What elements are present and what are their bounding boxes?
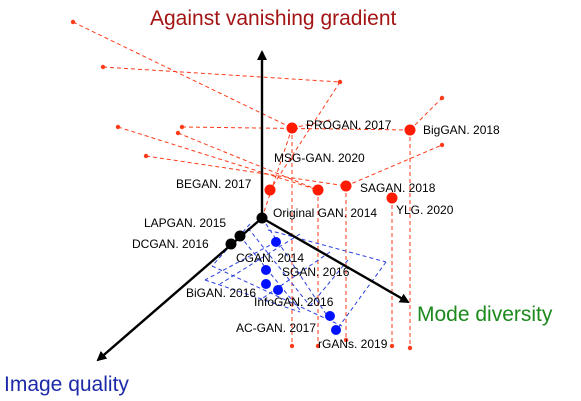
point-infogan — [273, 285, 283, 295]
label-lapgan: LAPGAN. 2015 — [144, 216, 226, 230]
label-msggan: MSG-GAN. 2020 — [274, 151, 365, 165]
endpoint-dots — [70, 19, 445, 351]
label-dcgan: DCGAN. 2016 — [132, 237, 209, 251]
label-original: Original GAN. 2014 — [273, 206, 377, 220]
point-progan — [286, 122, 298, 134]
label-began: BEGAN. 2017 — [176, 177, 252, 191]
point-cgan — [271, 237, 281, 247]
point-original — [256, 212, 268, 224]
label-bigan: BiGAN. 2016 — [186, 286, 256, 300]
axis-title-left: Image quality — [4, 373, 129, 396]
point-began — [264, 184, 276, 196]
red-points — [264, 122, 416, 204]
point-msggan — [312, 184, 324, 196]
label-cgan: CGAN. 2014 — [236, 251, 304, 265]
label-rgans: rGANs. 2019 — [318, 337, 388, 351]
point-sagan — [340, 180, 352, 192]
point-lapgan — [234, 230, 246, 242]
right-axis — [261, 216, 410, 304]
point-acgan — [325, 311, 335, 321]
label-sagan: SAGAN. 2018 — [360, 181, 436, 195]
label-yalg: YLG. 2020 — [396, 203, 454, 217]
point-dcgan — [225, 238, 237, 250]
black-points — [225, 212, 268, 250]
point-biggan — [404, 124, 416, 136]
label-sgan: SGAN. 2016 — [282, 265, 350, 279]
point-sgan — [261, 265, 271, 275]
label-infogan: InfoGAN. 2016 — [254, 295, 334, 309]
point-bigan — [261, 279, 271, 289]
axis-title-right: Mode diversity — [417, 303, 553, 326]
label-acgan: AC-GAN. 2017 — [236, 321, 316, 335]
point-yalg — [386, 192, 398, 204]
label-progan: PROGAN. 2017 — [306, 118, 392, 132]
point-rgans — [331, 325, 341, 335]
blue-points — [261, 237, 341, 335]
label-biggan: BigGAN. 2018 — [423, 123, 500, 137]
axis-title-vertical: Against vanishing gradient — [150, 7, 396, 30]
